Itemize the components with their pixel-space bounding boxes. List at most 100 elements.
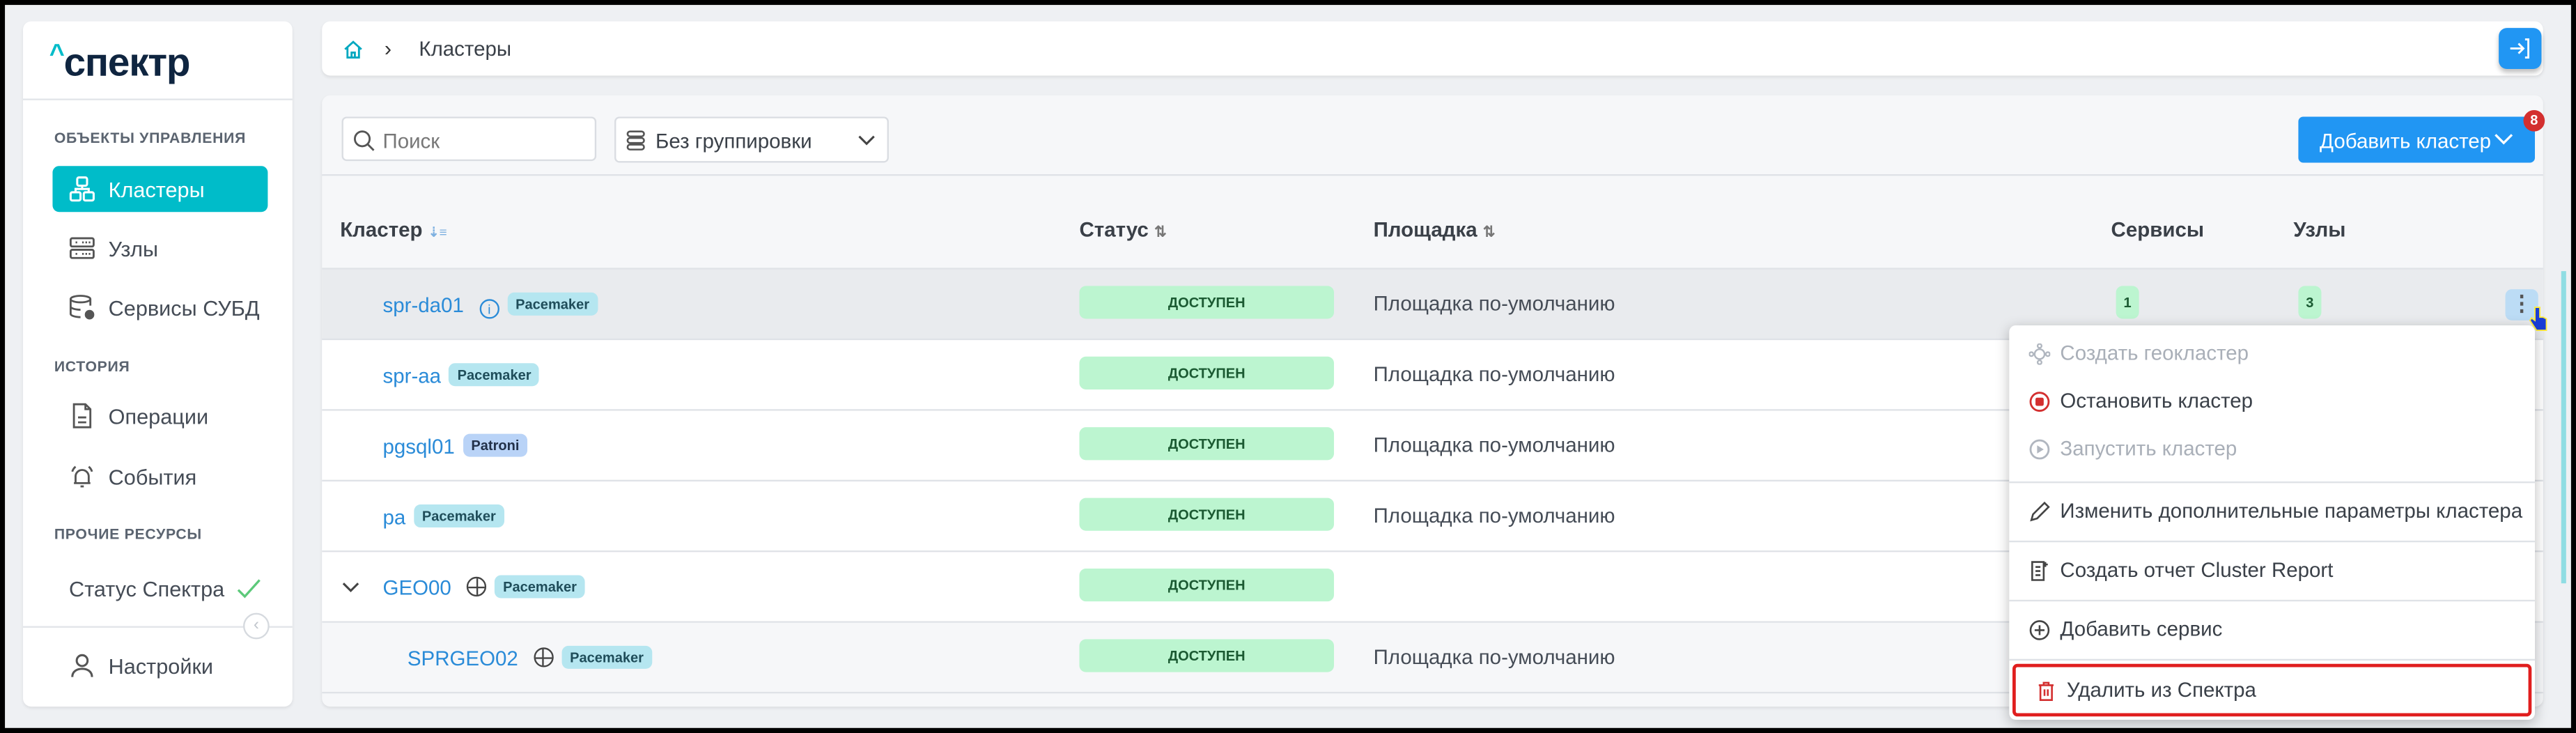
sidebar-item-label: Узлы [108, 236, 159, 261]
site-cell: Площадка по-умолчанию [1373, 292, 1615, 316]
grouping-value: Без группировки [655, 130, 812, 153]
notification-badge: 8 [2523, 110, 2545, 132]
sidebar-item-label: Сервисы СУБД [108, 295, 260, 320]
menu-item-cluster-report[interactable]: Создать отчет Cluster Report [2009, 547, 2535, 593]
home-icon[interactable] [343, 40, 363, 59]
sidebar-item-label: Настройки [108, 653, 214, 678]
servers-icon [69, 237, 95, 259]
status-badge: ДОСТУПЕН [1079, 497, 1335, 531]
geocluster-icon [2028, 342, 2051, 364]
cluster-type-tag: Pacemaker [561, 645, 652, 669]
header-services: Сервисы [2111, 218, 2205, 242]
globe-icon [467, 576, 487, 597]
sort-asc-icon: ⇣≡ [428, 225, 447, 240]
chevron-right-icon: › [384, 36, 392, 61]
header-cluster[interactable]: Кластер ⇣≡ [340, 218, 447, 242]
scrollbar[interactable] [2561, 271, 2566, 584]
site-cell: Площадка по-умолчанию [1373, 433, 1615, 457]
breadcrumb-current: Кластеры [419, 38, 512, 61]
divider [2009, 540, 2536, 543]
info-icon[interactable]: i [479, 299, 499, 319]
cluster-link[interactable]: spr-da01 [382, 294, 464, 318]
section-label: ПРОЧИЕ РЕСУРСЫ [54, 525, 202, 543]
divider [2009, 658, 2536, 661]
section-label: ИСТОРИЯ [54, 358, 130, 375]
status-badge: ДОСТУПЕН [1079, 286, 1335, 319]
collapse-sidebar-button[interactable]: ‹ [243, 612, 270, 640]
menu-item-stop-cluster[interactable]: Остановить кластер [2009, 378, 2535, 424]
document-icon [72, 403, 92, 429]
sidebar-item-operations[interactable]: Операции [52, 393, 267, 439]
sidebar-item-label: Операции [108, 403, 209, 429]
sidebar-item-events[interactable]: События [52, 454, 267, 500]
globe-icon [534, 647, 554, 668]
sign-in-icon [2510, 38, 2529, 59]
cluster-type-tag: Pacemaker [507, 292, 598, 316]
header-status[interactable]: Статус ⇅ [1079, 218, 1167, 242]
search-placeholder: Поиск [382, 130, 440, 153]
status-badge: ДОСТУПЕН [1079, 427, 1335, 461]
sidebar-item-label: Кластеры [108, 176, 205, 201]
sidebar-item-clusters[interactable]: Кластеры [52, 166, 268, 213]
cluster-type-tag: Pacemaker [449, 363, 540, 387]
sidebar-item-nodes[interactable]: Узлы [52, 225, 267, 271]
cluster-link[interactable]: pgsql01 [382, 435, 455, 458]
report-icon [2031, 560, 2048, 580]
status-badge: ДОСТУПЕН [1079, 569, 1335, 602]
cluster-link[interactable]: GEO00 [382, 576, 451, 600]
sidebar-item-settings[interactable]: Настройки [52, 642, 267, 688]
header-nodes: Узлы [2293, 218, 2346, 242]
cluster-link[interactable]: pa [382, 506, 406, 530]
pencil-icon [2030, 500, 2050, 521]
search-input[interactable]: Поиск [341, 116, 597, 162]
divider [23, 626, 293, 628]
sidebar-item-spectr-status[interactable]: Статус Спектра [52, 565, 267, 611]
check-icon [236, 579, 260, 599]
status-badge: ДОСТУПЕН [1079, 356, 1335, 389]
cluster-type-tag: Pacemaker [414, 504, 504, 528]
search-icon [353, 130, 375, 151]
sort-icon: ⇅ [1154, 223, 1167, 240]
site-cell: Площадка по-умолчанию [1373, 504, 1615, 528]
database-gear-icon [69, 295, 95, 320]
cluster-link[interactable]: SPRGEO02 [407, 647, 518, 671]
sort-icon: ⇅ [1482, 223, 1496, 240]
chevron-down-icon [858, 135, 875, 146]
trash-icon [2038, 681, 2054, 700]
section-label: ОБЪЕКТЫ УПРАВЛЕНИЯ [54, 130, 247, 146]
cluster-link[interactable]: spr-aa [382, 364, 442, 388]
menu-item-edit-params[interactable]: Изменить дополнительные параметры класте… [2009, 488, 2535, 534]
stop-circle-icon [2029, 391, 2050, 411]
divider [23, 98, 293, 100]
clusters-icon [69, 176, 95, 202]
divider [2009, 599, 2536, 602]
row-actions-menu: Создать геокластер Остановить кластер За… [2009, 325, 2536, 720]
login-button[interactable] [2499, 28, 2542, 70]
services-count[interactable]: 1 [2116, 286, 2139, 319]
user-icon [71, 654, 93, 677]
row-actions-button[interactable]: ⋮ [2505, 289, 2538, 321]
status-badge: ДОСТУПЕН [1079, 639, 1335, 672]
sidebar-item-label: Статус Спектра [69, 576, 225, 601]
nodes-count[interactable]: 3 [2298, 286, 2322, 319]
list-stack-icon [626, 130, 645, 151]
site-cell: Площадка по-умолчанию [1373, 363, 1615, 387]
sidebar-item-db-services[interactable]: Сервисы СУБД [52, 284, 267, 330]
logo[interactable]: ^спектр [49, 40, 191, 86]
header-site[interactable]: Площадка ⇅ [1373, 218, 1496, 242]
chevron-down-icon[interactable] [342, 582, 360, 594]
divider [322, 173, 2543, 176]
sidebar-item-label: События [108, 464, 197, 489]
menu-item-delete-from-spectr[interactable]: Удалить из Спектра [2012, 663, 2532, 717]
grouping-select[interactable]: Без группировки [614, 116, 889, 163]
add-cluster-button[interactable]: Добавить кластер 8 [2298, 110, 2545, 163]
divider [2009, 481, 2536, 484]
add-cluster-label: Добавить кластер [2320, 130, 2492, 153]
divider [322, 268, 2543, 270]
bell-alarm-icon [71, 465, 93, 488]
top-bar: › Кластеры [322, 21, 2543, 76]
menu-item-create-geocluster[interactable]: Создать геокластер [2009, 330, 2535, 376]
menu-item-start-cluster[interactable]: Запустить кластер [2009, 426, 2535, 472]
table-row[interactable]: spr-da01 i Pacemaker ДОСТУПЕН Площадка по… [322, 269, 2543, 341]
menu-item-add-service[interactable]: Добавить сервис [2009, 606, 2535, 652]
